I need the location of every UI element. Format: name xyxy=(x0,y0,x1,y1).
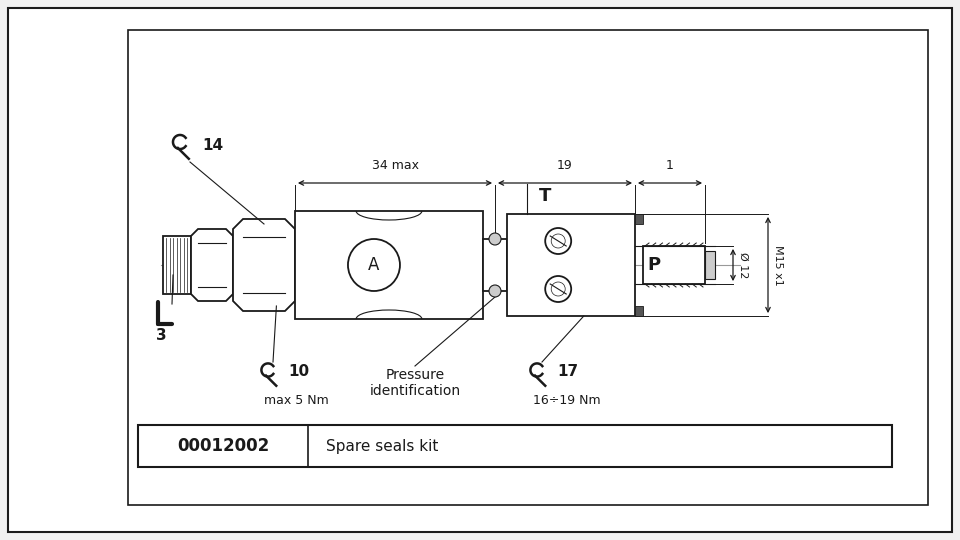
Circle shape xyxy=(489,285,501,297)
Bar xyxy=(163,236,191,294)
Polygon shape xyxy=(191,229,233,301)
Text: M15 x1: M15 x1 xyxy=(773,245,783,285)
Bar xyxy=(635,214,643,224)
Text: max 5 Nm: max 5 Nm xyxy=(264,394,328,407)
Text: Spare seals kit: Spare seals kit xyxy=(326,438,439,454)
Bar xyxy=(138,425,892,467)
Bar xyxy=(483,239,507,291)
Text: 1: 1 xyxy=(666,159,674,172)
Text: 17: 17 xyxy=(557,364,578,380)
Bar xyxy=(295,211,483,319)
Text: Pressure: Pressure xyxy=(385,368,444,382)
Text: A: A xyxy=(369,256,379,274)
Text: 14: 14 xyxy=(202,138,223,153)
Text: T: T xyxy=(539,187,551,205)
Bar xyxy=(507,214,635,316)
Circle shape xyxy=(545,276,571,302)
Bar xyxy=(705,251,715,279)
Bar xyxy=(643,246,705,284)
Polygon shape xyxy=(233,219,295,311)
Circle shape xyxy=(545,228,571,254)
Text: 10: 10 xyxy=(288,364,309,380)
Text: 16÷19 Nm: 16÷19 Nm xyxy=(533,394,601,407)
Circle shape xyxy=(489,233,501,245)
Bar xyxy=(635,306,643,316)
Text: 19: 19 xyxy=(557,159,573,172)
Text: identification: identification xyxy=(370,384,461,398)
Text: 3: 3 xyxy=(156,328,167,343)
Text: 34 max: 34 max xyxy=(372,159,419,172)
Text: 00012002: 00012002 xyxy=(177,437,269,455)
Text: Ø 12: Ø 12 xyxy=(738,252,748,278)
Text: P: P xyxy=(647,256,660,274)
Bar xyxy=(128,30,928,505)
